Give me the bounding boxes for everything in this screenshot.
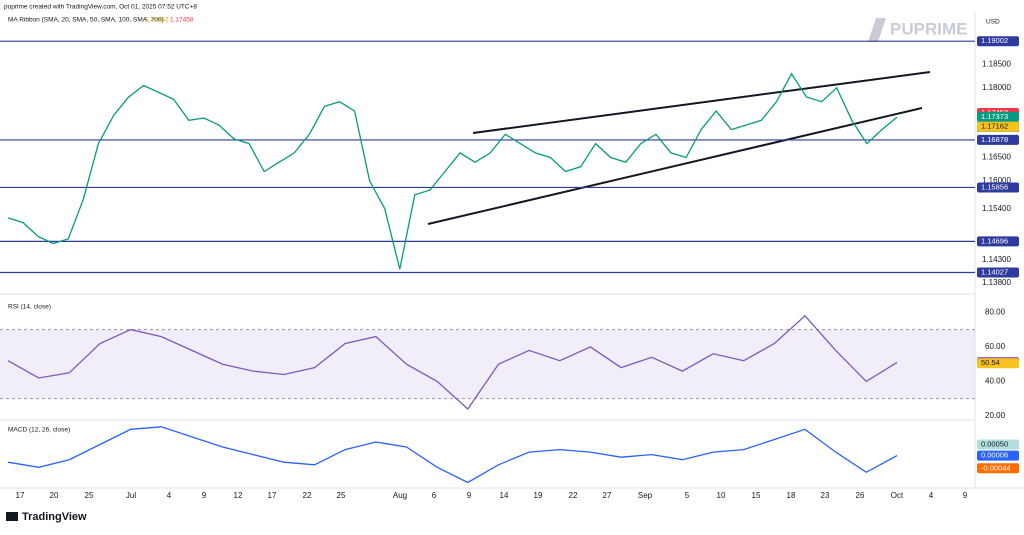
price-line [7, 72, 898, 270]
x-tick-label: 20 [50, 491, 59, 500]
level-label: 1.14696 [981, 236, 1008, 245]
price-marker [977, 450, 1019, 461]
x-tick-label: 17 [268, 491, 277, 500]
y-tick-label: 20.00 [985, 411, 1006, 420]
y-tick-label: 1.18500 [982, 60, 1011, 69]
price-marker-label: 1.17373 [981, 112, 1008, 121]
indicator-value: 1.17458 [170, 17, 194, 24]
level-marker [977, 134, 1019, 145]
y-tick-label: 40.00 [985, 377, 1006, 386]
x-tick-label: 4 [929, 491, 934, 500]
y-tick-label: 80.00 [985, 308, 1006, 317]
x-tick-label: 9 [202, 491, 207, 500]
currency: USD [986, 19, 1000, 26]
rsi-line [7, 314, 898, 410]
x-tick-label: 18 [787, 491, 796, 500]
attribution: puprime created with TradingView.com, Oc… [4, 4, 197, 11]
x-tick-label: 22 [569, 491, 578, 500]
y-tick-label: 1.18000 [982, 83, 1011, 92]
level-marker [977, 36, 1019, 47]
x-tick-label: Aug [393, 491, 407, 500]
x-tick-label: 6 [432, 491, 437, 500]
y-tick-label: 60.00 [985, 342, 1006, 351]
price-marker-label: 0.00050 [981, 439, 1008, 448]
x-tick-label: 26 [856, 491, 865, 500]
y-tick-label: 1.16000 [982, 176, 1011, 185]
x-tick-label: Jul [126, 491, 136, 500]
price-marker-label: 1.17162 [981, 122, 1008, 131]
level-label: 1.14027 [981, 267, 1008, 276]
level-label: 1.15856 [981, 182, 1008, 191]
y-tick-label: 1.14300 [982, 255, 1011, 264]
level-marker [977, 267, 1019, 278]
x-tick-label: 15 [752, 491, 761, 500]
price-marker [977, 121, 1019, 132]
x-tick-label: 9 [467, 491, 472, 500]
x-tick-label: 19 [534, 491, 543, 500]
x-tick-label: 10 [717, 491, 726, 500]
x-tick-label: 22 [303, 491, 312, 500]
x-tick-label: 9 [963, 491, 968, 500]
x-tick-label: 23 [821, 491, 830, 500]
x-tick-label: Oct [891, 491, 904, 500]
price-marker-label: -0.00044 [981, 463, 1011, 472]
x-tick-label: Sep [638, 491, 653, 500]
price-marker-label: 0.00006 [981, 451, 1008, 460]
x-tick-label: 27 [603, 491, 612, 500]
x-tick-label: 14 [500, 491, 509, 500]
y-tick-label: 1.16500 [982, 153, 1011, 162]
x-tick-label: 5 [685, 491, 690, 500]
level-label: 1.19002 [981, 36, 1008, 45]
trendline [472, 71, 931, 134]
level-marker [977, 182, 1019, 193]
x-tick-label: 25 [337, 491, 346, 500]
indicator-label: MACD (12, 26, close) [8, 427, 70, 434]
rsi-band [0, 329, 975, 399]
price-marker [977, 439, 1019, 450]
indicator-label: RSI (14, close) [8, 304, 51, 311]
logo-mark [868, 18, 886, 42]
trendline [427, 107, 923, 225]
indicator-value: 1.17162 [145, 17, 169, 24]
level-label: 1.16878 [981, 135, 1008, 144]
x-tick-label: 4 [167, 491, 172, 500]
y-tick-label: 1.15400 [982, 204, 1011, 213]
logo: PUPRIME [890, 19, 967, 38]
price-marker [977, 358, 1019, 369]
price-marker [977, 463, 1019, 474]
x-tick-label: 17 [16, 491, 25, 500]
footer: TradingView [22, 511, 87, 523]
level-marker [977, 236, 1019, 247]
macd-line [7, 426, 898, 484]
price-marker-label: 50.54 [981, 358, 1000, 367]
price-marker [977, 111, 1019, 122]
indicator-label: MA Ribbon (SMA, 20, SMA, 50, SMA, 100, S… [8, 17, 164, 24]
footer-logo [6, 512, 18, 521]
x-tick-label: 12 [234, 491, 243, 500]
x-tick-label: 25 [85, 491, 94, 500]
y-tick-label: 1.13800 [982, 278, 1011, 287]
